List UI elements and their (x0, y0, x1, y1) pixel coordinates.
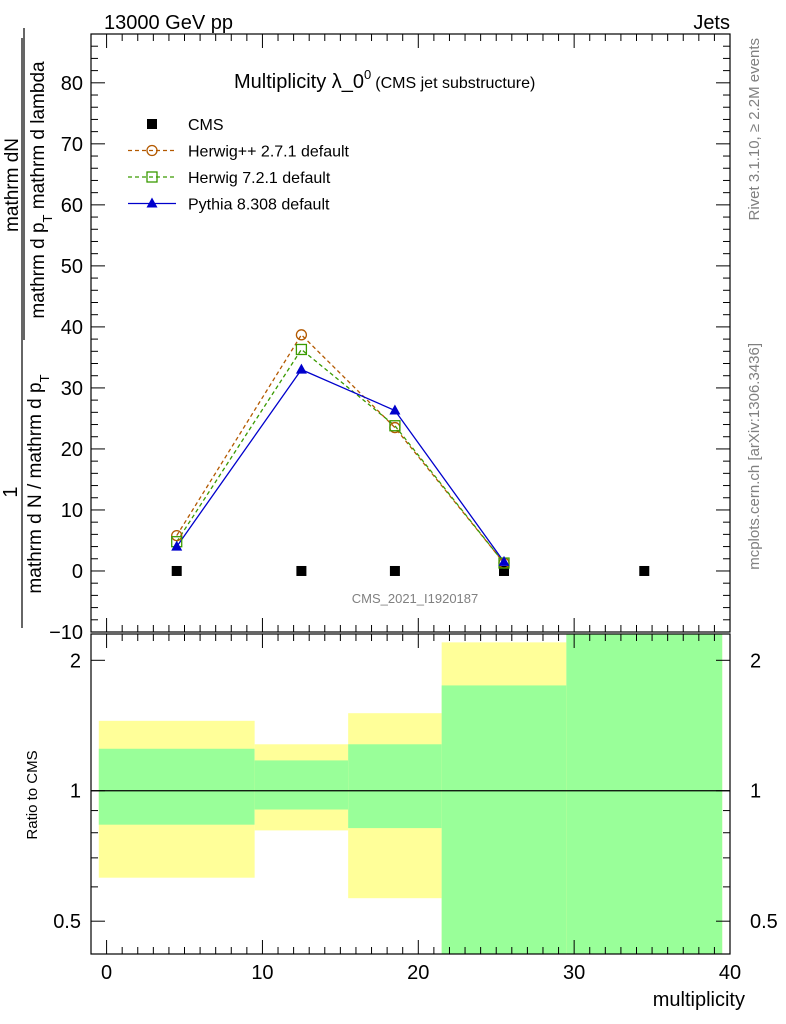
legend-label: Pythia 8.308 default (188, 197, 330, 214)
series-3-point (498, 555, 510, 566)
ratio-band-inner (441, 685, 567, 954)
ratio-tick-label: 0.5 (53, 911, 81, 933)
rivet-label: Rivet 3.1.10, ≥ 2.2M events (746, 38, 763, 221)
series-0-point (499, 565, 510, 576)
series-3-point (171, 540, 183, 551)
ratio-band-inner (566, 634, 723, 954)
chart-subtitle: (CMS jet substructure) (375, 75, 535, 92)
y-label-denominator-sub: T (37, 374, 52, 382)
x-tick-label: 40 (719, 962, 741, 984)
ratio-band-inner (254, 760, 349, 810)
legend-label: Herwig 7.2.1 default (188, 170, 331, 187)
legend-marker (146, 197, 158, 208)
y-tick-label: 0 (72, 561, 83, 583)
header-left: 13000 GeV pp (104, 12, 233, 34)
x-tick-label: 0 (101, 962, 112, 984)
ratio-band-inner (348, 744, 442, 829)
y-tick-label: 50 (61, 256, 83, 278)
x-tick-label: 30 (563, 962, 585, 984)
ratio-band-inner (98, 748, 255, 825)
legend-label: Herwig++ 2.7.1 default (188, 144, 350, 161)
series-3-point (295, 363, 307, 374)
y-axis-label: 1 mathrm d N / mathrm d pT mathrm dN mat… (0, 28, 55, 628)
y-label-fraction-den-text: mathrm d p (28, 222, 49, 318)
series-1-point (295, 329, 308, 341)
y-tick-label: 80 (61, 73, 83, 95)
y-tick-label: 10 (61, 500, 83, 522)
y-tick-label: 20 (61, 439, 83, 461)
y-label-denominator: mathrm d N / mathrm d pT (25, 374, 52, 593)
x-axis-label: multiplicity (653, 989, 745, 1011)
series-markers (171, 329, 650, 576)
series-2-point (295, 343, 308, 356)
chart-title-sup: 0 (364, 67, 371, 82)
legend-marker (146, 171, 158, 183)
y-tick-label: 60 (61, 195, 83, 217)
x-tick-label: 10 (251, 962, 273, 984)
series-lines (176, 333, 505, 564)
main-frame (90, 33, 731, 633)
legend: CMS Herwig++ 2.7.1 default Herwig 7.2.1 de… (128, 117, 350, 214)
y-label-fraction-den-sub: T (40, 214, 55, 222)
ratio-frame (90, 633, 731, 955)
series-0-point (171, 565, 182, 576)
legend-label: CMS (188, 117, 224, 134)
series-0-point (296, 565, 307, 576)
y-label-fraction-denominator: mathrm d pT mathrm d lambda (28, 61, 55, 319)
legend-marker (147, 119, 157, 129)
series-0-point (389, 565, 400, 576)
y-label-fraction-numerator: mathrm dN (2, 138, 23, 232)
y-tick-label: 30 (61, 378, 83, 400)
chart-title-main: Multiplicity λ_0 (234, 71, 364, 93)
mcplots-label: mcplots.cern.ch [arXiv:1306.3436] (746, 343, 763, 570)
x-tick-label: 20 (407, 962, 429, 984)
header-right: Jets (693, 12, 730, 34)
y-label-numerator: 1 (0, 486, 22, 497)
chart-title: Multiplicity λ_00 (CMS jet substructure) (234, 67, 535, 93)
y-tick-label: −10 (49, 622, 83, 644)
ratio-tick-label: 1 (70, 781, 81, 803)
y-label-denominator-text: mathrm d N / mathrm d p (25, 382, 46, 593)
y-tick-label: 70 (61, 134, 83, 156)
y-label-fraction-den-rest: mathrm d lambda (28, 61, 49, 215)
ratio-y-label: Ratio to CMS (24, 750, 41, 839)
ratio-tick-label-right: 2 (750, 650, 761, 672)
ratio-tick-label-right: 1 (750, 781, 761, 803)
ratio-bands (98, 634, 723, 954)
analysis-watermark: CMS_2021_I1920187 (352, 591, 479, 606)
ratio-tick-label-right: 0.5 (750, 911, 778, 933)
y-tick-label: 40 (61, 317, 83, 339)
series-line-2 (176, 348, 505, 564)
ratio-axis-ticks: 0.5 0.51 12 20 10 20 30 40 (53, 634, 778, 984)
main-axis-ticks: −10 0 10 20 30 40 50 60 70 80 (49, 33, 731, 644)
series-3-point (389, 404, 401, 415)
series-2-point (389, 420, 401, 432)
legend-marker (146, 144, 158, 157)
ratio-plot-panel: 0.5 0.51 12 20 10 20 30 40 Ratio to CMS multipl… (24, 633, 778, 1011)
series-line-3 (176, 368, 505, 563)
ratio-tick-label: 2 (70, 650, 81, 672)
series-line-1 (176, 333, 505, 564)
series-0-point (639, 565, 650, 576)
